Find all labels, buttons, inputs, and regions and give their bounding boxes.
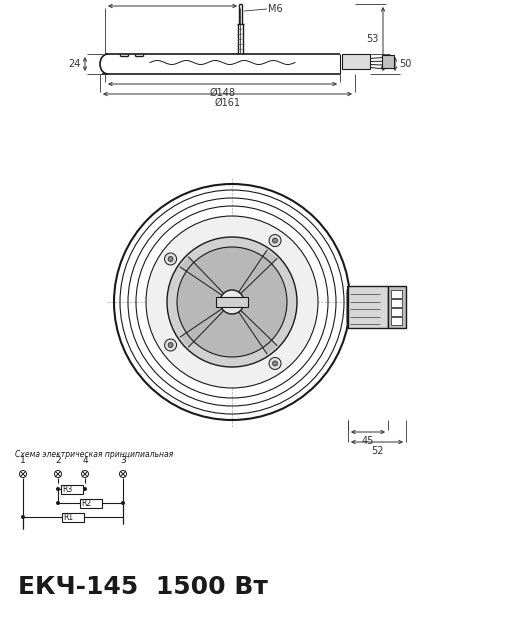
Circle shape	[168, 257, 173, 262]
Text: ЕКЧ-145  1500 Вт: ЕКЧ-145 1500 Вт	[18, 575, 268, 599]
Text: R2: R2	[81, 499, 91, 508]
Bar	[60, 484, 83, 494]
Text: Ø148: Ø148	[210, 88, 236, 98]
Polygon shape	[347, 286, 348, 328]
Circle shape	[21, 515, 25, 519]
Bar	[388, 286, 406, 328]
Text: 50: 50	[399, 59, 411, 69]
Text: 53: 53	[367, 34, 379, 44]
Text: Схема электрическая принципиальная: Схема электрическая принципиальная	[15, 450, 173, 459]
Text: Ø161: Ø161	[215, 98, 240, 108]
Text: 2: 2	[55, 456, 61, 465]
Bar	[80, 499, 101, 508]
Circle shape	[220, 290, 244, 314]
Text: 45: 45	[362, 436, 374, 446]
Text: M6: M6	[268, 4, 283, 14]
Bar	[216, 297, 248, 307]
Circle shape	[83, 487, 87, 491]
Bar	[348, 286, 388, 328]
Bar	[391, 290, 402, 298]
Bar	[342, 54, 370, 69]
Text: 4: 4	[82, 456, 88, 465]
Circle shape	[121, 501, 125, 505]
Bar	[391, 317, 402, 325]
Text: 52: 52	[371, 446, 383, 456]
Circle shape	[269, 234, 281, 247]
Bar	[391, 299, 402, 307]
Circle shape	[228, 298, 236, 306]
Circle shape	[146, 216, 318, 388]
Circle shape	[167, 237, 297, 367]
Circle shape	[177, 247, 287, 357]
Text: 1: 1	[20, 456, 26, 465]
Circle shape	[56, 487, 60, 491]
Bar	[391, 308, 402, 316]
Circle shape	[272, 361, 278, 366]
Text: 3: 3	[120, 456, 126, 465]
Bar	[382, 55, 394, 68]
Text: Ø146: Ø146	[160, 0, 186, 2]
Circle shape	[168, 342, 173, 347]
Text: R1: R1	[63, 513, 74, 521]
Circle shape	[272, 238, 278, 243]
Text: 24: 24	[69, 59, 81, 69]
Circle shape	[164, 339, 177, 351]
Bar	[62, 513, 84, 521]
Text: R3: R3	[62, 484, 72, 494]
Circle shape	[269, 357, 281, 370]
Circle shape	[56, 501, 60, 505]
Circle shape	[164, 253, 177, 265]
